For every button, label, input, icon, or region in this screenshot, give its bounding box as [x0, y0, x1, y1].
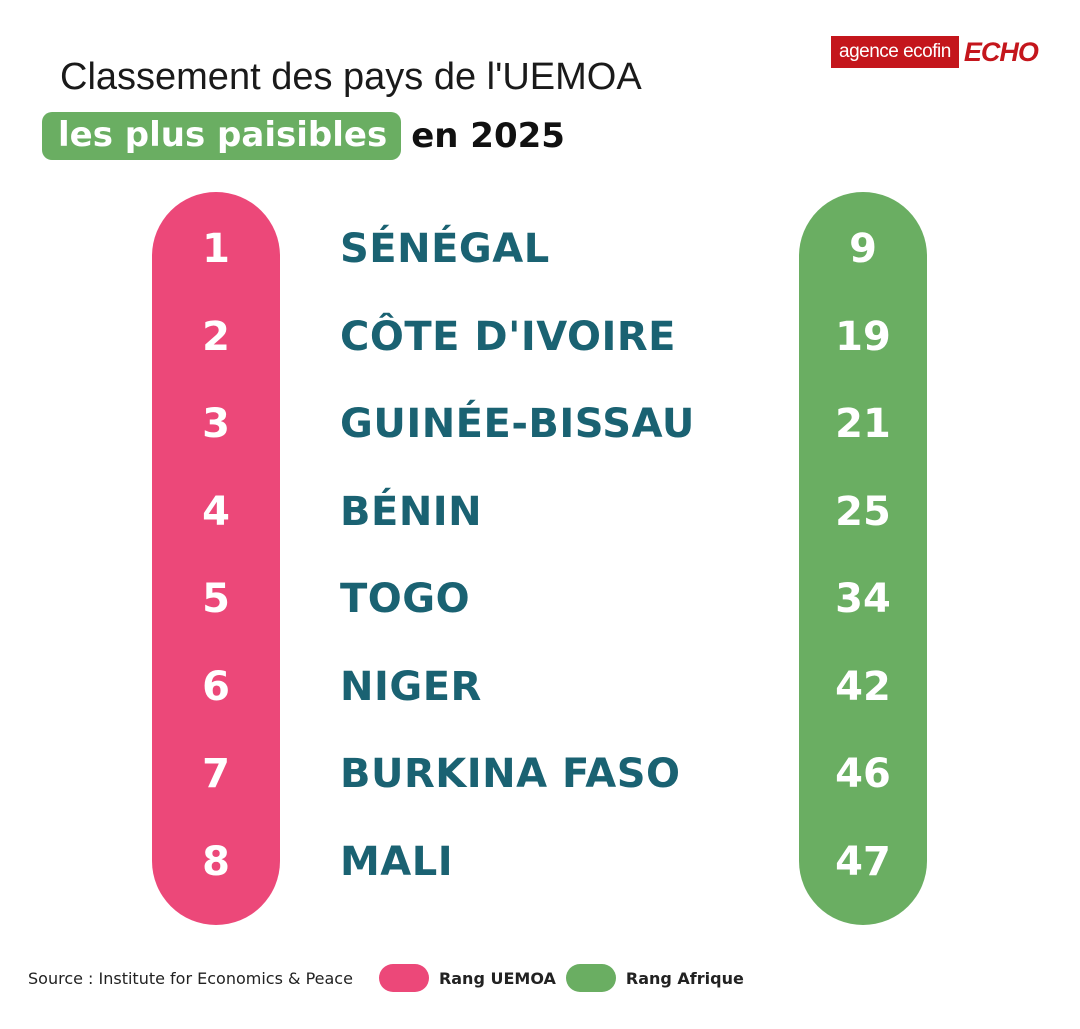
rang-uemoa-value: 1 — [202, 226, 230, 272]
country-name: CÔTE D'IVOIRE — [340, 313, 676, 360]
afrique-rank-column — [799, 192, 927, 925]
country-name: SÉNÉGAL — [340, 226, 550, 272]
source-note: Source : Institute for Economics & Peace — [28, 968, 353, 988]
table-row: 7 BURKINA FASO 46 — [0, 744, 1080, 804]
table-row: 5 TOGO 34 — [0, 569, 1080, 629]
table-row: 4 BÉNIN 25 — [0, 482, 1080, 542]
page-title: Classement des pays de l'UEMOA — [60, 56, 642, 98]
title-suffix: en 2025 — [411, 116, 565, 156]
rang-afrique-value: 34 — [835, 576, 891, 622]
table-row: 3 GUINÉE-BISSAU 21 — [0, 394, 1080, 454]
country-name: BÉNIN — [340, 488, 483, 535]
rang-afrique-value: 19 — [835, 313, 891, 360]
rang-uemoa-value: 8 — [202, 838, 230, 885]
country-name: BURKINA FASO — [340, 751, 681, 797]
rang-uemoa-value: 4 — [202, 488, 230, 535]
table-row: 2 CÔTE D'IVOIRE 19 — [0, 307, 1080, 367]
legend-label-uemoa: Rang UEMOA — [438, 968, 556, 988]
brand-agence-label: agence ecofin — [831, 36, 959, 68]
rang-afrique-value: 47 — [835, 838, 891, 885]
rang-uemoa-value: 3 — [202, 401, 230, 447]
rang-afrique-value: 25 — [835, 488, 891, 535]
country-name: TOGO — [340, 576, 471, 622]
rang-uemoa-value: 7 — [202, 751, 230, 797]
table-row: 8 MALI 47 — [0, 832, 1080, 892]
rang-uemoa-value: 5 — [202, 576, 230, 622]
country-name: GUINÉE-BISSAU — [340, 401, 695, 447]
legend-swatch-afrique — [565, 964, 616, 992]
page-subtitle: les plus paisibles en 2025 — [42, 112, 565, 160]
rang-uemoa-value: 2 — [202, 313, 230, 360]
table-row: 1 SÉNÉGAL 9 — [0, 219, 1080, 279]
legend-swatch-uemoa — [378, 964, 429, 992]
brand-logo: agence ecofin ECHO — [831, 36, 1039, 68]
rang-afrique-value: 42 — [835, 663, 891, 710]
legend-label-afrique: Rang Afrique — [625, 968, 744, 988]
uemoa-rank-column — [152, 192, 280, 925]
country-name: MALI — [340, 838, 454, 885]
rang-afrique-value: 46 — [835, 751, 891, 797]
footer: Source : Institute for Economics & Peace… — [28, 962, 1068, 994]
table-row: 6 NIGER 42 — [0, 657, 1080, 717]
rang-afrique-value: 21 — [835, 401, 891, 447]
title-highlight: les plus paisibles — [42, 112, 402, 160]
rang-uemoa-value: 6 — [202, 663, 230, 710]
rang-afrique-value: 9 — [849, 226, 877, 272]
brand-echo-label: ECHO — [963, 36, 1039, 67]
country-name: NIGER — [340, 663, 482, 710]
